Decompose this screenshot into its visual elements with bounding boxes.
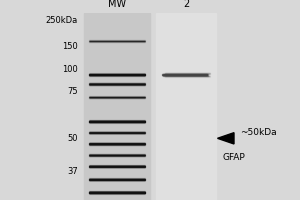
Text: ~50kDa: ~50kDa (240, 128, 277, 137)
Text: MW: MW (108, 0, 126, 9)
Text: 75: 75 (68, 87, 78, 96)
Bar (89, 194, 145, 195)
Bar (89, 192, 145, 193)
Text: GFAP: GFAP (223, 153, 245, 162)
Polygon shape (218, 133, 234, 144)
Text: 250kDa: 250kDa (46, 16, 78, 25)
Text: 37: 37 (67, 167, 78, 176)
Text: 2: 2 (183, 0, 189, 9)
Text: 50: 50 (68, 134, 78, 143)
Text: 150: 150 (62, 42, 78, 51)
Text: 100: 100 (62, 65, 78, 74)
Bar (156, 13, 216, 200)
Bar (89, 190, 145, 191)
Bar (84, 13, 150, 200)
Bar (89, 191, 145, 192)
